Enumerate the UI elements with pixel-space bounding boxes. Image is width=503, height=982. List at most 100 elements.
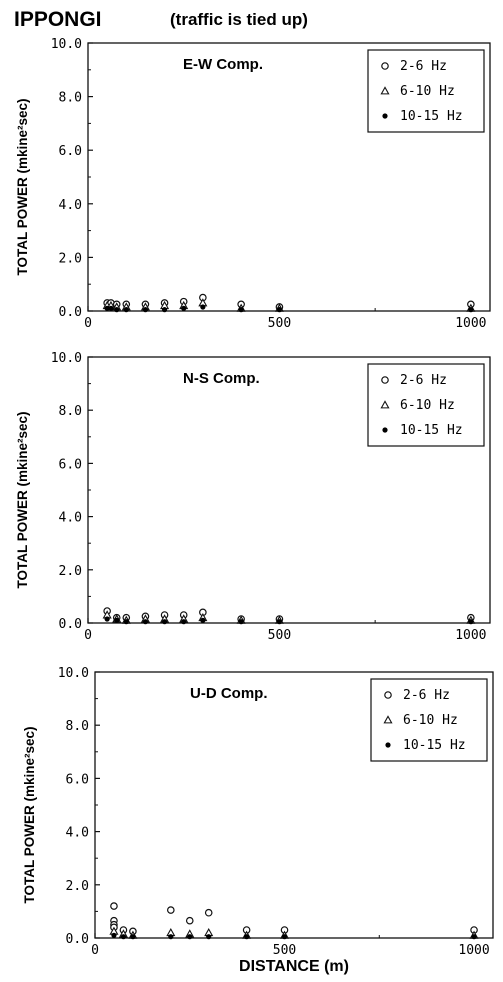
- legend-marker: [384, 691, 392, 699]
- data-point: [181, 305, 187, 311]
- series-3: [104, 304, 474, 313]
- series-1: [110, 902, 478, 936]
- y-axis-label: TOTAL POWER (mkine²sec): [15, 411, 30, 588]
- chart-panel-2: 0.0 2.0 4.0 6.0 8.0 10.0 0 500 1000 TOTAL POWER (…: [15, 351, 491, 643]
- y-tick-label: 2.0: [59, 251, 82, 266]
- series-2: [109, 926, 479, 939]
- legend-label: 6-10 Hz: [403, 713, 458, 728]
- legend-label: 10-15 Hz: [403, 738, 466, 753]
- y-tick-label: 10.0: [51, 351, 82, 366]
- figure-subtitle: (traffic is tied up): [170, 10, 308, 29]
- y-axis-label: TOTAL POWER (mkine²sec): [15, 98, 30, 275]
- y-tick-label: 0.0: [59, 305, 82, 320]
- data-point: [120, 934, 127, 940]
- x-axis-label: DISTANCE (m): [239, 958, 349, 975]
- data-point: [123, 307, 129, 313]
- y-tick-label: 10.0: [51, 37, 82, 52]
- y-axis-label: TOTAL POWER (mkine²sec): [22, 726, 37, 903]
- legend-label: 2-6 Hz: [400, 373, 447, 388]
- legend-marker: [381, 62, 389, 70]
- x-tick-label: 500: [273, 943, 296, 958]
- chart-panel-1: 0.0 2.0 4.0 6.0 8.0 10.0 0 500 1000 TOTAL POWER (…: [15, 37, 491, 331]
- legend-label: 2-6 Hz: [403, 688, 450, 703]
- x-tick-label: 0: [84, 628, 92, 643]
- legend-marker: [385, 742, 391, 748]
- data-point: [110, 902, 118, 910]
- y-tick-label: 4.0: [59, 198, 82, 213]
- y-tick-label: 10.0: [58, 666, 89, 681]
- y-tick-label: 0.0: [66, 932, 89, 947]
- figure-title: IPPONGI: [14, 8, 102, 31]
- legend: 2-6 Hz 6-10 Hz 10-15 Hz: [367, 49, 485, 133]
- data-point: [244, 934, 250, 940]
- legend-marker: [383, 715, 393, 724]
- series-3: [111, 932, 477, 940]
- panel-title: E-W Comp.: [183, 56, 263, 73]
- data-point: [204, 908, 213, 917]
- data-point: [276, 307, 283, 313]
- data-point: [276, 619, 283, 625]
- legend-marker: [380, 400, 390, 409]
- data-point: [142, 307, 149, 313]
- x-tick-label: 1000: [455, 316, 486, 331]
- series-2: [102, 298, 476, 312]
- data-point: [281, 934, 288, 940]
- data-point: [108, 305, 114, 311]
- data-point: [114, 617, 120, 623]
- x-tick-label: 0: [91, 943, 99, 958]
- data-point: [130, 934, 136, 940]
- panel-title: N-S Comp.: [183, 370, 260, 387]
- y-tick-label: 2.0: [59, 564, 82, 579]
- legend-label: 6-10 Hz: [400, 398, 455, 413]
- legend: 2-6 Hz 6-10 Hz 10-15 Hz: [370, 678, 488, 762]
- data-point: [238, 619, 244, 625]
- x-tick-label: 500: [268, 316, 291, 331]
- series-2: [102, 610, 476, 624]
- data-point: [104, 616, 110, 622]
- legend-marker: [382, 427, 388, 433]
- y-tick-label: 8.0: [59, 404, 82, 419]
- legend-marker: [380, 86, 390, 95]
- legend-label: 10-15 Hz: [400, 109, 463, 124]
- data-point: [181, 619, 187, 625]
- data-point: [200, 304, 206, 310]
- legend-label: 10-15 Hz: [400, 423, 463, 438]
- series-1: [103, 607, 475, 623]
- data-point: [104, 305, 110, 311]
- series-1: [103, 293, 475, 311]
- legend: 2-6 Hz 6-10 Hz 10-15 Hz: [367, 363, 485, 447]
- legend-label: 6-10 Hz: [400, 84, 455, 99]
- data-point: [468, 619, 474, 625]
- y-tick-label: 0.0: [59, 617, 82, 632]
- legend-marker: [382, 113, 388, 119]
- y-tick-label: 8.0: [59, 91, 82, 106]
- data-point: [200, 617, 206, 623]
- x-tick-label: 1000: [455, 628, 486, 643]
- legend-marker: [381, 376, 389, 384]
- data-point: [468, 307, 474, 313]
- data-point: [168, 934, 174, 940]
- series-3: [104, 616, 474, 625]
- data-point: [111, 932, 117, 938]
- legend-label: 2-6 Hz: [400, 59, 447, 74]
- data-point: [161, 307, 168, 313]
- y-tick-label: 4.0: [59, 511, 82, 526]
- chart-panels: 0.0 2.0 4.0 6.0 8.0 10.0 0 500 1000 TOTAL POWER (…: [15, 37, 494, 975]
- data-point: [114, 307, 120, 313]
- data-point: [185, 916, 194, 925]
- data-point: [238, 307, 244, 313]
- y-tick-label: 2.0: [66, 879, 89, 894]
- y-tick-label: 6.0: [59, 144, 82, 159]
- y-tick-label: 6.0: [66, 772, 89, 787]
- data-point: [187, 934, 193, 940]
- y-tick-label: 4.0: [66, 826, 89, 841]
- data-point: [123, 619, 129, 625]
- x-tick-label: 0: [84, 316, 92, 331]
- y-tick-label: 6.0: [59, 457, 82, 472]
- data-point: [161, 619, 168, 625]
- x-tick-label: 500: [268, 628, 291, 643]
- data-point: [167, 906, 175, 914]
- chart-panel-3: 0.0 2.0 4.0 6.0 8.0 10.0 0 500 1000 TOTAL POWER (…: [22, 666, 494, 975]
- panel-title: U-D Comp.: [190, 685, 268, 702]
